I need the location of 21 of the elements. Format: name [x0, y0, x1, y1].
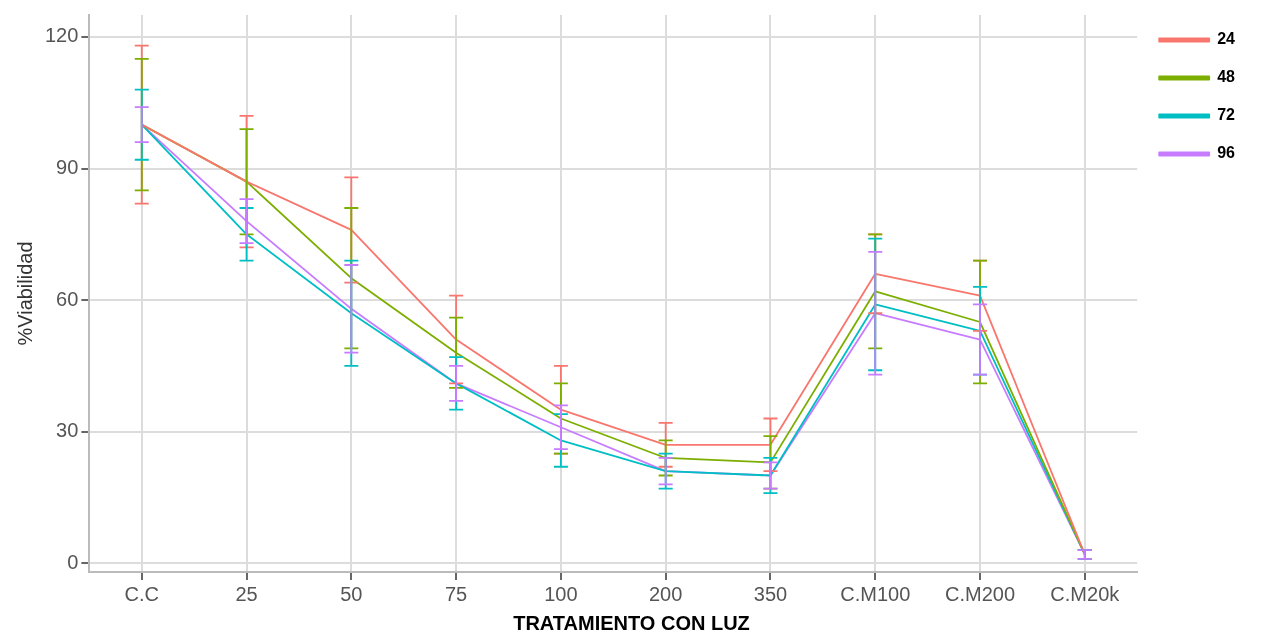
- y-axis-title: %Viabilidad: [13, 241, 36, 346]
- x-tick-label: C.M20k: [1050, 582, 1121, 605]
- x-tick-label: 200: [648, 582, 683, 605]
- x-tick-label: 350: [753, 582, 788, 605]
- x-tick-label: 50: [340, 582, 363, 605]
- y-tick-label: 30: [56, 419, 79, 442]
- y-tick-label: 60: [56, 287, 79, 310]
- y-tick-label: 0: [67, 550, 79, 573]
- y-tick-label: 90: [56, 156, 79, 179]
- legend-label: 96: [1217, 144, 1236, 162]
- x-tick-label: 25: [235, 582, 258, 605]
- x-tick-label: 75: [444, 582, 468, 605]
- x-tick-label: 100: [544, 582, 578, 605]
- x-tick-label: C.M100: [840, 582, 911, 605]
- x-axis-title: TRATAMIENTO CON LUZ: [512, 612, 751, 635]
- legend-label: 72: [1217, 106, 1236, 124]
- legend-label: 24: [1217, 30, 1236, 48]
- x-tick-label: C.C: [124, 582, 159, 605]
- legend-label: 48: [1217, 68, 1236, 86]
- y-tick-label: 120: [44, 24, 79, 47]
- x-tick-label: C.M200: [945, 582, 1016, 605]
